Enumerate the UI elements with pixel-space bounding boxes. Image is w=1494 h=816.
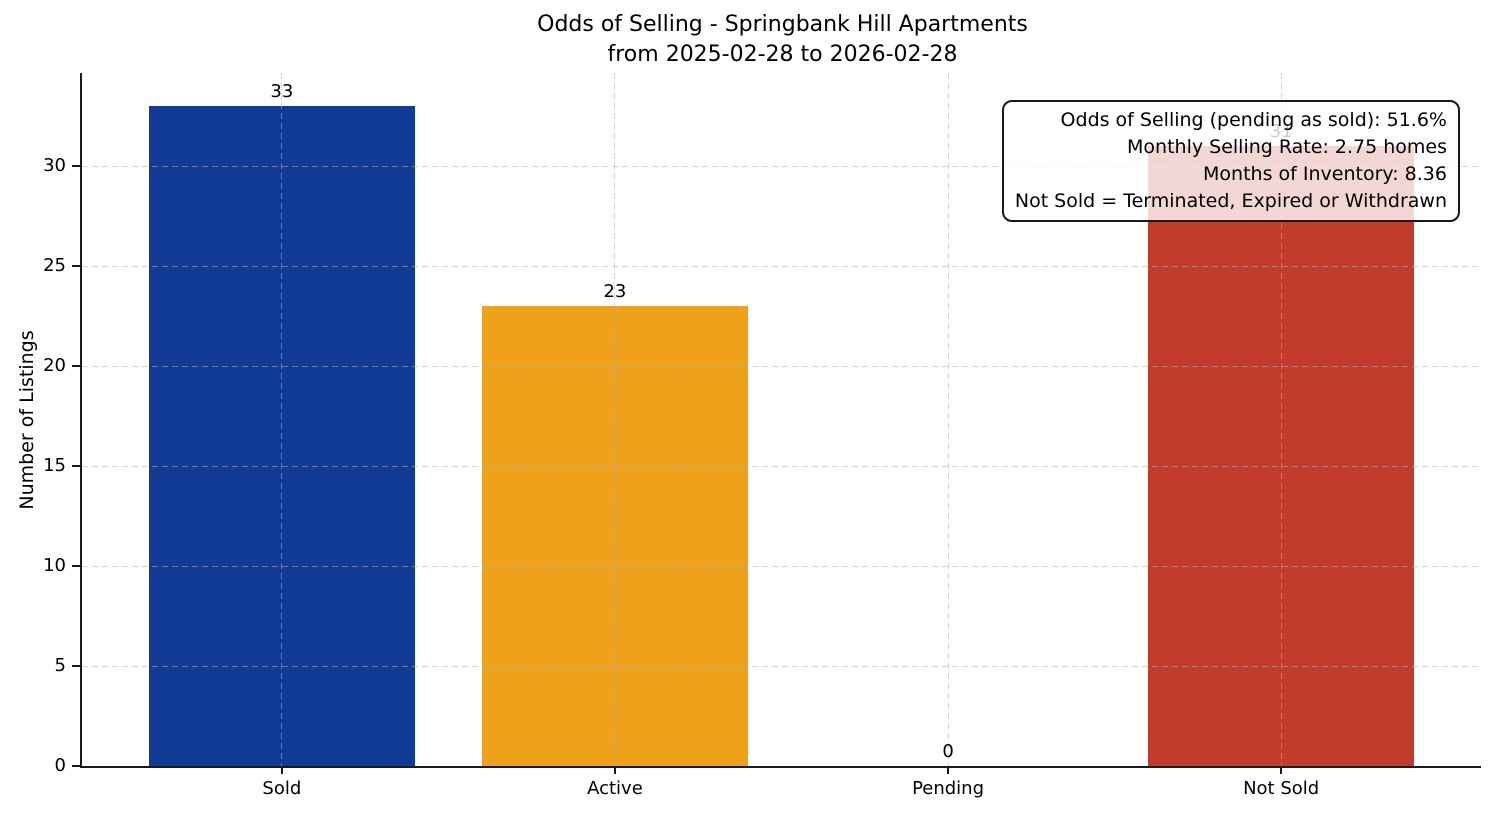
y-tick-mark: [72, 665, 80, 667]
y-tick-label: 25: [43, 255, 66, 276]
gridline-h: [82, 465, 1481, 467]
y-tick-label: 20: [43, 355, 66, 376]
chart-title-line2: from 2025-02-28 to 2026-02-28: [607, 42, 958, 67]
x-tick-mark: [613, 766, 616, 774]
bar-value-label-pending: 0: [942, 741, 954, 762]
annotation-months-of-inventory: Months of Inventory: 8.36: [1203, 163, 1447, 185]
y-tick-label: 0: [54, 755, 66, 776]
annotation-monthly-selling-rate: Monthly Selling Rate: 2.75 homes: [1127, 136, 1447, 158]
y-tick-mark: [72, 165, 80, 167]
x-tick-label-sold: Sold: [262, 778, 302, 799]
gridline-h: [82, 565, 1481, 567]
gridline-h: [82, 165, 1481, 167]
gridline-v: [1280, 73, 1282, 766]
y-tick-mark: [72, 565, 80, 567]
y-tick-mark: [72, 765, 80, 767]
gridline-h: [82, 365, 1481, 367]
gridline-v: [614, 73, 616, 766]
y-tick-mark: [72, 365, 80, 367]
annotation-odds-of-selling: Odds of Selling (pending as sold): 51.6%: [1060, 109, 1447, 131]
bar-value-label-sold: 33: [270, 81, 294, 102]
bar-value-label-active: 23: [603, 281, 627, 302]
x-tick-mark: [280, 766, 283, 774]
y-tick-mark: [72, 465, 80, 467]
gridline-h: [82, 265, 1481, 267]
gridline-v: [947, 73, 949, 766]
y-tick-label: 15: [43, 455, 66, 476]
x-tick-label-active: Active: [587, 778, 643, 799]
x-tick-label-pending: Pending: [912, 778, 985, 799]
y-tick-label: 30: [43, 155, 66, 176]
gridline-v: [281, 73, 283, 766]
annotation-not-sold-definition: Not Sold = Terminated, Expired or Withdr…: [1014, 190, 1447, 212]
x-tick-mark: [1280, 766, 1283, 774]
plot-area: 0 5 10 15 20 25 30 Sold Active Pending Not Sold 33 2…: [43, 73, 1481, 799]
y-tick-label: 10: [43, 555, 66, 576]
chart-title-line1: Odds of Selling - Springbank Hill Apartm…: [537, 12, 1028, 37]
chart-title: Odds of Selling - Springbank Hill Apartm…: [82, 10, 1483, 70]
x-tick-label-not-sold: Not Sold: [1243, 778, 1320, 799]
y-tick-mark: [72, 265, 80, 267]
gridline-h: [82, 665, 1481, 667]
x-tick-mark: [947, 766, 950, 774]
annotation-box: Odds of Selling (pending as sold): 51.6%…: [1001, 100, 1460, 222]
y-tick-label: 5: [54, 655, 66, 676]
